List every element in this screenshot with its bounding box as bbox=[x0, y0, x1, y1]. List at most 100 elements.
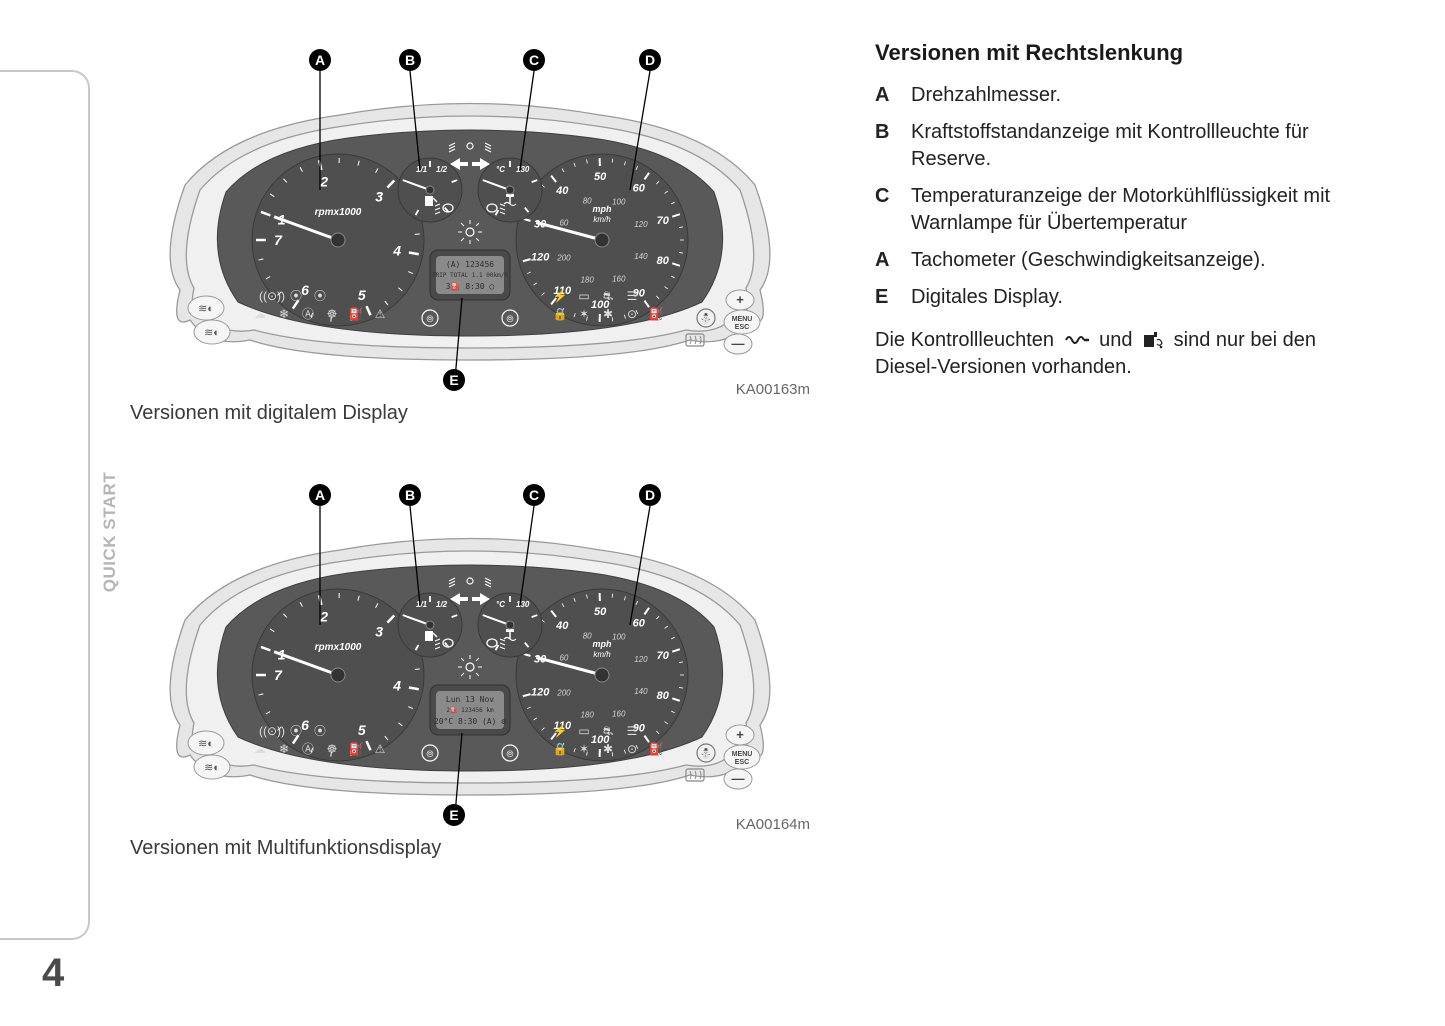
svg-text:☁: ☁ bbox=[254, 742, 266, 756]
svg-text:((⊙)): ((⊙)) bbox=[259, 289, 285, 303]
svg-text:1/1: 1/1 bbox=[416, 165, 428, 174]
svg-text:⦿: ⦿ bbox=[290, 724, 302, 738]
svg-text:E: E bbox=[449, 372, 458, 388]
svg-text:D: D bbox=[645, 52, 655, 68]
svg-text:ESC: ESC bbox=[735, 324, 749, 331]
svg-text:180: 180 bbox=[580, 710, 594, 719]
svg-text:140: 140 bbox=[634, 252, 648, 261]
def-letter: B bbox=[875, 119, 911, 173]
svg-text:+: + bbox=[736, 292, 744, 307]
def-row: EDigitales Display. bbox=[875, 284, 1345, 311]
svg-text:140: 140 bbox=[634, 687, 648, 696]
svg-text:Ⓐ: Ⓐ bbox=[302, 742, 314, 756]
svg-text:⛄: ⛄ bbox=[700, 312, 712, 325]
svg-text:50: 50 bbox=[594, 606, 607, 618]
def-letter: C bbox=[875, 183, 911, 237]
svg-text:▭: ▭ bbox=[578, 289, 589, 303]
svg-text:80: 80 bbox=[583, 197, 592, 206]
svg-text:4: 4 bbox=[392, 242, 401, 258]
svg-text:—: — bbox=[732, 771, 745, 786]
svg-text:❄: ❄ bbox=[279, 307, 289, 321]
svg-text:120: 120 bbox=[531, 252, 550, 264]
svg-text:160: 160 bbox=[612, 274, 626, 283]
svg-text:☰: ☰ bbox=[627, 724, 638, 738]
svg-text:✱: ✱ bbox=[603, 742, 613, 756]
def-letter: A bbox=[875, 247, 911, 274]
svg-text:1/2: 1/2 bbox=[436, 600, 448, 609]
svg-text:⚠: ⚠ bbox=[375, 307, 386, 321]
svg-text:130: 130 bbox=[516, 600, 530, 609]
svg-text:▭: ▭ bbox=[578, 724, 589, 738]
svg-text:❄: ❄ bbox=[279, 742, 289, 756]
svg-text:2⛽ 123456 km: 2⛽ 123456 km bbox=[446, 706, 494, 714]
def-text: Tachometer (Geschwindigkeitsanzeige). bbox=[911, 247, 1345, 274]
svg-text:ESC: ESC bbox=[735, 759, 749, 766]
svg-text:70: 70 bbox=[657, 650, 670, 662]
svg-text:✱: ✱ bbox=[603, 307, 613, 321]
svg-text:60: 60 bbox=[559, 218, 568, 227]
svg-text:Ⓐ: Ⓐ bbox=[302, 307, 314, 321]
svg-text:180: 180 bbox=[580, 275, 594, 284]
svg-text:≋◐: ≋◐ bbox=[198, 738, 214, 750]
svg-text:80: 80 bbox=[583, 632, 592, 641]
svg-text:60: 60 bbox=[633, 618, 646, 630]
svg-text:A: A bbox=[315, 52, 325, 68]
figure-1: 1234567rpmx10003040506070809010011012060… bbox=[130, 40, 830, 425]
svg-text:3: 3 bbox=[375, 623, 383, 639]
svg-text:⦾: ⦾ bbox=[506, 749, 513, 759]
diesel-note: Die Kontrollleuchten und sind nur bei de… bbox=[875, 327, 1345, 381]
svg-text:100: 100 bbox=[612, 198, 626, 207]
text-column: Versionen mit Rechtslenkung ADrehzahlmes… bbox=[875, 38, 1345, 381]
svg-text:40: 40 bbox=[555, 185, 569, 197]
def-row: ATachometer (Geschwindigkeitsanzeige). bbox=[875, 247, 1345, 274]
svg-text:D: D bbox=[645, 487, 655, 503]
svg-text:⚡: ⚡ bbox=[553, 289, 568, 303]
def-text: Digitales Display. bbox=[911, 284, 1345, 311]
svg-text:E: E bbox=[449, 807, 458, 823]
svg-text:≋◐: ≋◐ bbox=[204, 762, 220, 774]
svg-text:☁: ☁ bbox=[254, 307, 266, 321]
svg-text:130: 130 bbox=[516, 165, 530, 174]
svg-text:B: B bbox=[405, 52, 415, 68]
side-tab: QUICK START bbox=[0, 70, 90, 940]
svg-text:160: 160 bbox=[612, 709, 626, 718]
water-in-fuel-icon bbox=[1141, 330, 1165, 350]
svg-text:km/h: km/h bbox=[593, 215, 611, 224]
svg-text:MENU: MENU bbox=[732, 316, 753, 323]
def-text: Kraftstoffstandanzeige mit Kontrollleuch… bbox=[911, 119, 1345, 173]
svg-text:C: C bbox=[529, 52, 539, 68]
svg-text:⦿: ⦿ bbox=[314, 724, 326, 738]
svg-text:⛽: ⛽ bbox=[349, 307, 364, 321]
svg-text:A: A bbox=[315, 487, 325, 503]
svg-text:km/h: km/h bbox=[593, 650, 611, 659]
svg-text:+: + bbox=[736, 727, 744, 742]
svg-text:B: B bbox=[405, 487, 415, 503]
svg-text:7: 7 bbox=[274, 667, 283, 683]
def-text: Drehzahlmesser. bbox=[911, 82, 1345, 109]
svg-text:☰: ☰ bbox=[627, 289, 638, 303]
svg-text:C: C bbox=[529, 487, 539, 503]
note-pre: Die Kontrollleuchten bbox=[875, 329, 1060, 351]
svg-text:🔒: 🔒 bbox=[553, 307, 568, 321]
side-tab-label: QUICK START bbox=[100, 472, 120, 592]
svg-text:⛽: ⛽ bbox=[649, 307, 664, 321]
svg-text:⛽: ⛽ bbox=[349, 742, 364, 756]
instrument-cluster-1: 1234567rpmx10003040506070809010011012060… bbox=[130, 40, 810, 400]
svg-text:°C: °C bbox=[496, 600, 505, 609]
def-letter: A bbox=[875, 82, 911, 109]
svg-text:4: 4 bbox=[392, 677, 401, 693]
svg-text:3: 3 bbox=[375, 188, 383, 204]
svg-text:⦾: ⦾ bbox=[506, 314, 513, 324]
svg-text:20°C 8:30 (A) ⚙: 20°C 8:30 (A) ⚙ bbox=[434, 717, 506, 726]
svg-text:40: 40 bbox=[555, 620, 569, 632]
svg-text:°C: °C bbox=[496, 165, 505, 174]
svg-text:200: 200 bbox=[556, 254, 571, 263]
definition-list: ADrehzahlmesser.BKraftstoffstandanzeige … bbox=[875, 82, 1345, 311]
figure-2: 1234567rpmx10003040506070809010011012060… bbox=[130, 475, 830, 860]
svg-text:≋◐: ≋◐ bbox=[204, 327, 220, 339]
svg-text:🔒: 🔒 bbox=[553, 742, 568, 756]
svg-text:5: 5 bbox=[358, 722, 366, 738]
glowplug-icon bbox=[1063, 331, 1091, 349]
svg-text:100: 100 bbox=[612, 633, 626, 642]
svg-text:—: — bbox=[732, 336, 745, 351]
